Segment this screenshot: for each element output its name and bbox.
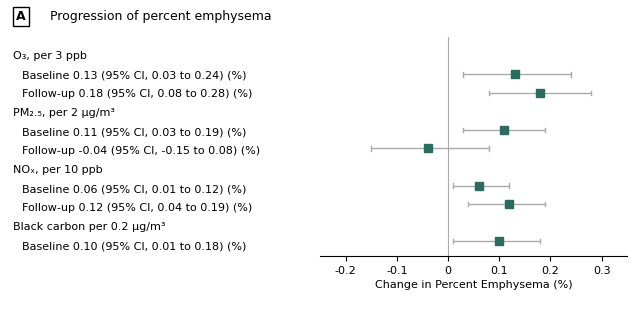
- Text: O₃, per 3 ppb: O₃, per 3 ppb: [13, 51, 86, 61]
- Text: PM₂.₅, per 2 μg/m³: PM₂.₅, per 2 μg/m³: [13, 108, 115, 119]
- Text: NOₓ, per 10 ppb: NOₓ, per 10 ppb: [13, 165, 102, 175]
- Text: Baseline 0.11 (95% CI, 0.03 to 0.19) (%): Baseline 0.11 (95% CI, 0.03 to 0.19) (%): [22, 127, 246, 137]
- Text: Black carbon per 0.2 μg/m³: Black carbon per 0.2 μg/m³: [13, 222, 165, 232]
- Text: A: A: [16, 10, 26, 23]
- Text: Follow-up 0.18 (95% CI, 0.08 to 0.28) (%): Follow-up 0.18 (95% CI, 0.08 to 0.28) (%…: [22, 90, 252, 100]
- Text: Baseline 0.10 (95% CI, 0.01 to 0.18) (%): Baseline 0.10 (95% CI, 0.01 to 0.18) (%): [22, 241, 246, 251]
- Text: Baseline 0.13 (95% CI, 0.03 to 0.24) (%): Baseline 0.13 (95% CI, 0.03 to 0.24) (%): [22, 71, 246, 80]
- Text: Baseline 0.06 (95% CI, 0.01 to 0.12) (%): Baseline 0.06 (95% CI, 0.01 to 0.12) (%): [22, 184, 246, 194]
- X-axis label: Change in Percent Emphysema (%): Change in Percent Emphysema (%): [375, 280, 572, 290]
- Text: Follow-up -0.04 (95% CI, -0.15 to 0.08) (%): Follow-up -0.04 (95% CI, -0.15 to 0.08) …: [22, 146, 260, 156]
- Text: Progression of percent emphysema: Progression of percent emphysema: [50, 10, 271, 23]
- Text: Follow-up 0.12 (95% CI, 0.04 to 0.19) (%): Follow-up 0.12 (95% CI, 0.04 to 0.19) (%…: [22, 203, 252, 213]
